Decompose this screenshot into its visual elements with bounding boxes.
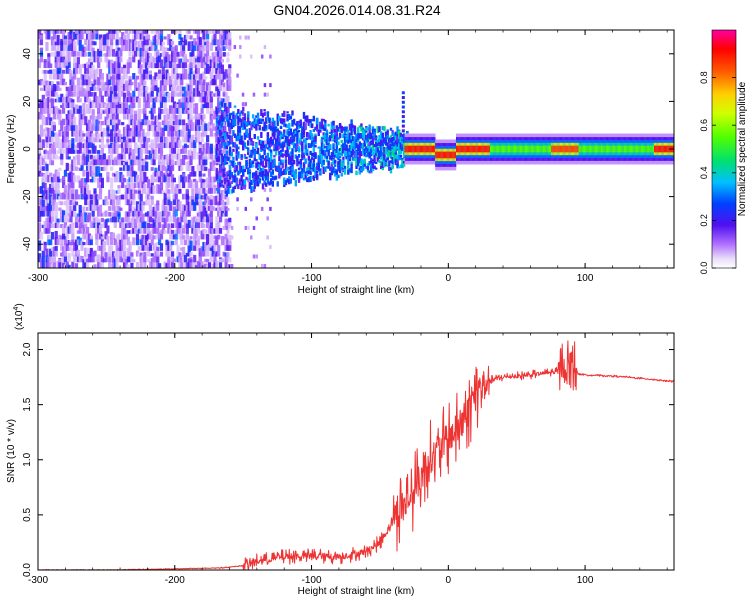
x-tick-label: -100 bbox=[302, 575, 322, 586]
top-ylabel: Frequency (Hz) bbox=[6, 115, 17, 184]
y-tick-label: 2.0 bbox=[22, 342, 33, 356]
x-tick-label: -100 bbox=[302, 273, 322, 284]
y-tick-label: 1.5 bbox=[22, 397, 33, 411]
colorbar-label: Normalized spectral amplitude bbox=[737, 81, 748, 216]
colorbar: 0.0 0.2 0.4 0.6 0.8 Normalized spectral ampl… bbox=[699, 29, 748, 275]
y-tick-label: 1.0 bbox=[22, 452, 33, 466]
y-tick-label: 0 bbox=[22, 146, 33, 152]
multiplier-label: (x104) bbox=[13, 303, 25, 330]
y-tick-label: -20 bbox=[22, 189, 33, 204]
spectrogram-marks bbox=[38, 30, 674, 268]
bottom-ylabel: SNR (10 * v/v) bbox=[6, 419, 17, 483]
x-tick-label: 0 bbox=[446, 273, 452, 284]
colorbar-tick-label: 0.8 bbox=[699, 71, 709, 84]
x-tick-label: -200 bbox=[165, 575, 185, 586]
y-tick-label: 20 bbox=[22, 95, 33, 107]
x-tick-label: -300 bbox=[28, 273, 48, 284]
colorbar-tick-label: 0.0 bbox=[699, 262, 709, 275]
colorbar-tick-label: 0.2 bbox=[699, 214, 709, 227]
snr-frame bbox=[38, 333, 674, 570]
figure-title: GN04.2026.014.08.31.R24 bbox=[273, 2, 441, 18]
top-xlabel: Height of straight line (km) bbox=[298, 285, 415, 296]
colorbar-scale bbox=[711, 29, 737, 269]
colorbar-tick-label: 0.6 bbox=[699, 119, 709, 132]
y-tick-label: 0.5 bbox=[22, 507, 33, 521]
x-tick-label: -200 bbox=[165, 273, 185, 284]
y-tick-label: -40 bbox=[22, 237, 33, 252]
y-tick-label: 40 bbox=[22, 48, 33, 60]
x-tick-label: 100 bbox=[577, 273, 594, 284]
bottom-xlabel: Height of straight line (km) bbox=[298, 586, 415, 597]
x-tick-label: -300 bbox=[28, 575, 48, 586]
colorbar-tick-label: 0.4 bbox=[699, 167, 709, 180]
x-tick-label: 0 bbox=[446, 575, 452, 586]
y-tick-label: 0.0 bbox=[22, 563, 33, 577]
x-tick-label: 100 bbox=[577, 575, 594, 586]
snr-panel: -300 -200 -100 0 100 0.0 0.5 1.0 1.5 2.0 (x104) H… bbox=[6, 303, 675, 597]
snr-series-line bbox=[38, 340, 674, 570]
